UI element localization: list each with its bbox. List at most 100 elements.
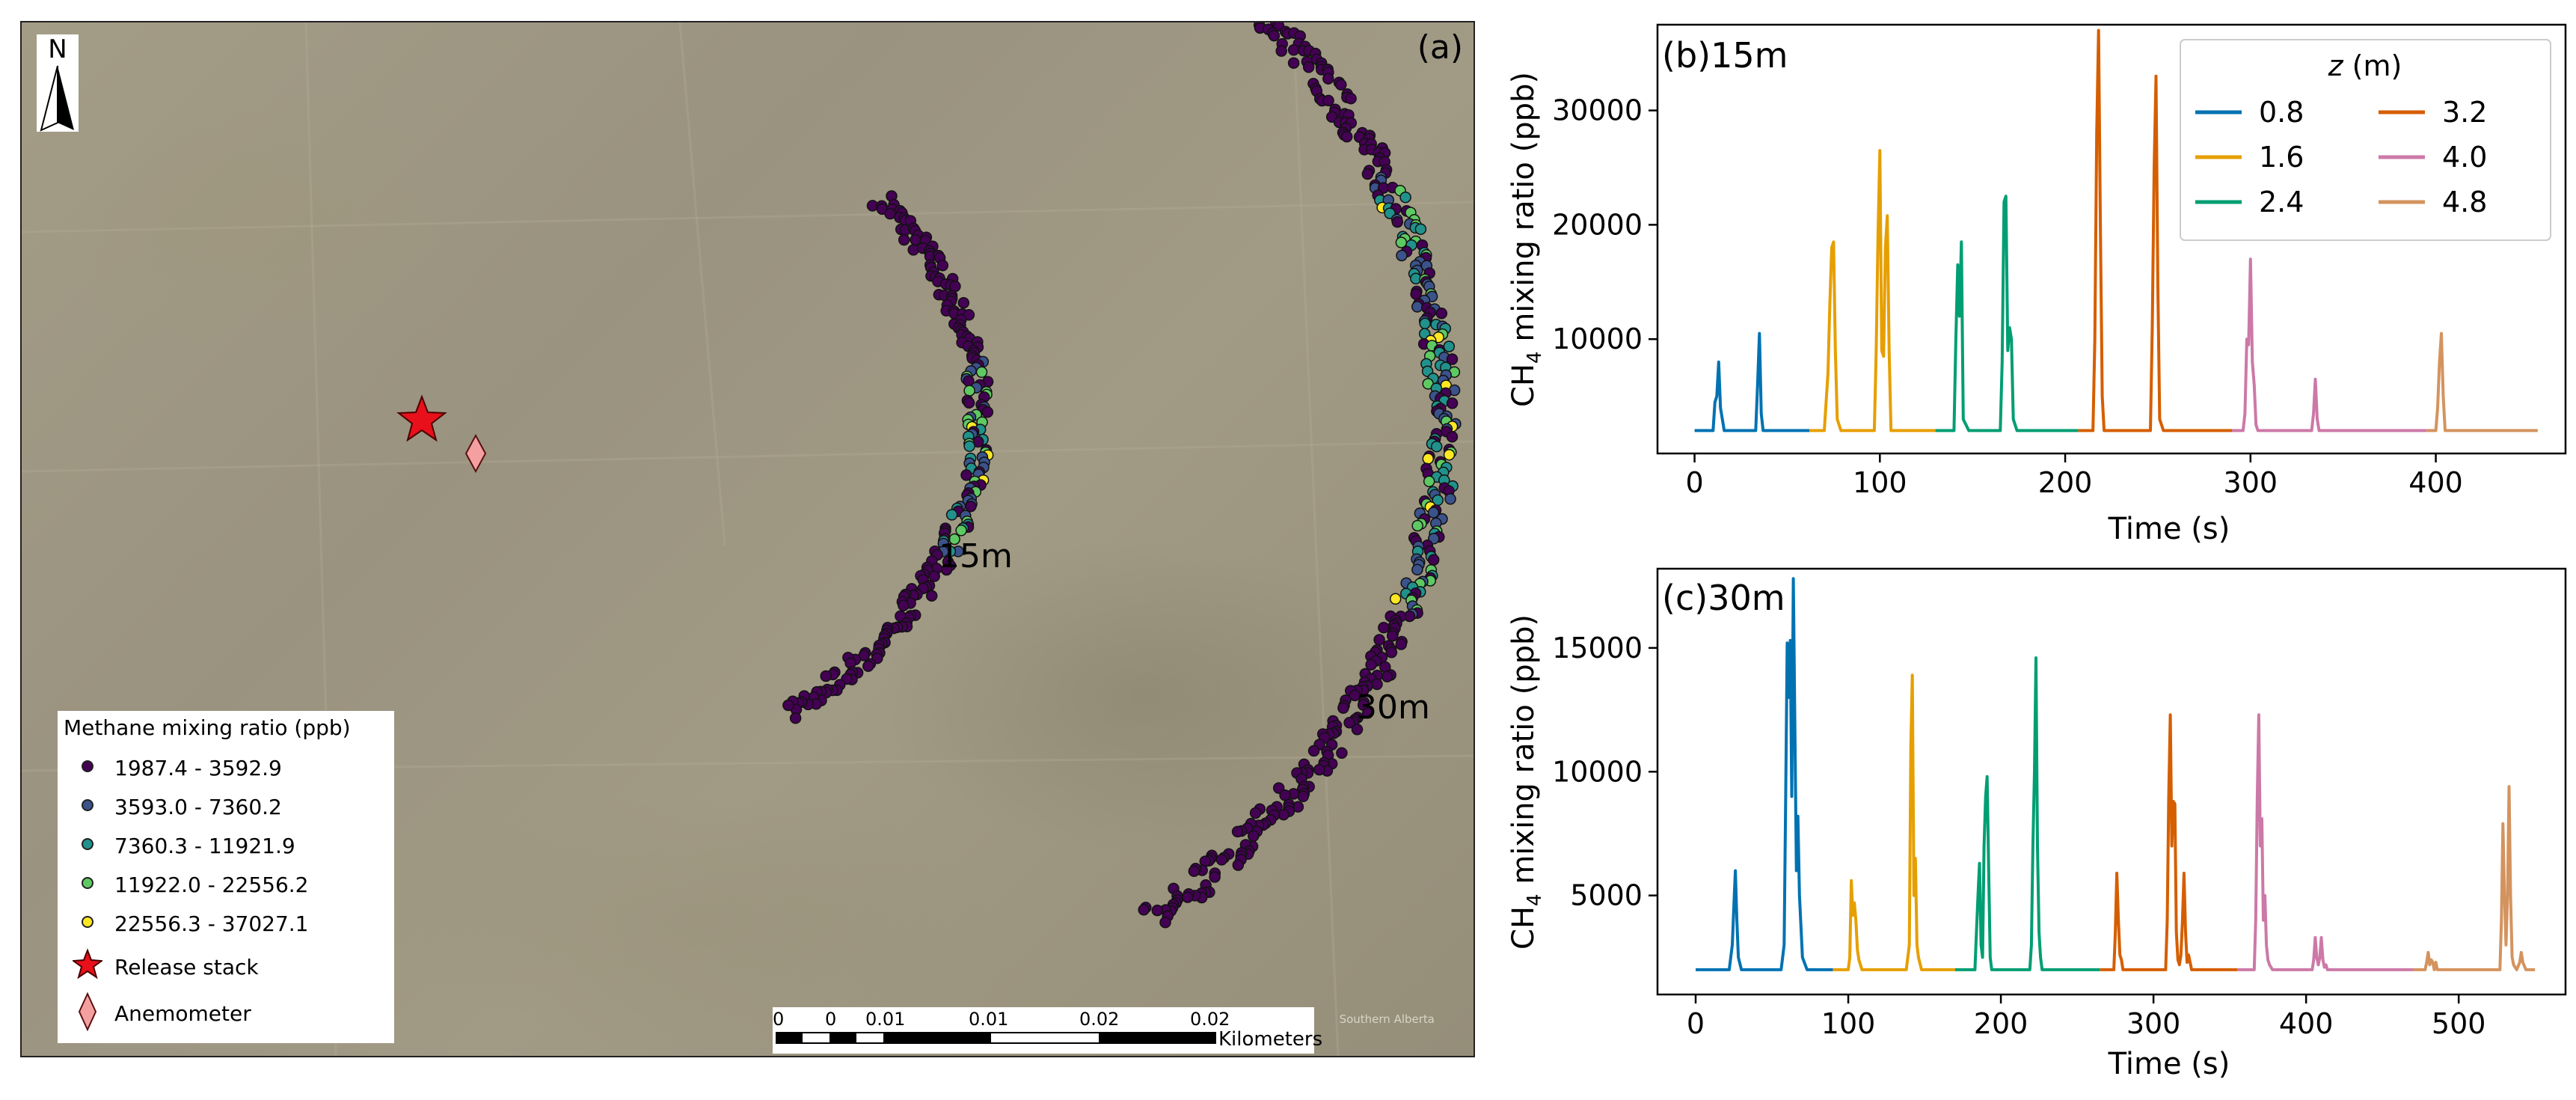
- legend-label-z-1.6: 1.6: [2259, 141, 2304, 174]
- scatter-point: [1427, 507, 1440, 519]
- scale-bar-graphic: [776, 1032, 1216, 1044]
- scatter-point: [1307, 745, 1320, 757]
- chart-b-ylabel: CH4 mixing ratio (ppb): [1506, 72, 1546, 407]
- x-tick-label: 100: [1853, 466, 1907, 499]
- series-line-z-4.8: [2413, 785, 2536, 971]
- series-line-z-0.8: [1694, 331, 1810, 433]
- scale-tick-2: 0: [825, 1009, 837, 1030]
- x-tick-label: 400: [2408, 466, 2463, 499]
- legend-label-z-2.4: 2.4: [2259, 186, 2304, 219]
- scatter-point: [1411, 301, 1423, 313]
- scatter-point: [1419, 317, 1431, 330]
- scatter-point: [965, 500, 977, 513]
- scatter-point: [945, 509, 958, 521]
- scatter-point: [1411, 563, 1423, 576]
- y-tick-label: 15000: [1552, 632, 1643, 664]
- series-line-z-4.0: [2232, 257, 2427, 433]
- north-label: N: [48, 34, 67, 64]
- scatter-point: [1435, 308, 1448, 320]
- scatter-point: [820, 670, 832, 682]
- star-icon: [73, 948, 102, 980]
- scatter-point: [1446, 353, 1459, 365]
- scatter-point: [1215, 854, 1228, 866]
- scatter-point: [1272, 782, 1285, 794]
- series-line-z-2.4: [1954, 656, 2100, 971]
- scale-tick-5: 0.02: [1079, 1009, 1120, 1030]
- scatter-point: [925, 590, 938, 602]
- series-line-z-1.6: [1809, 149, 1936, 433]
- legend-dot-3: [82, 838, 93, 850]
- chart-b-axis-ticks: 0 100 200 300 400 10000 20000 30000: [1552, 94, 2463, 499]
- scatter-point: [1411, 519, 1423, 532]
- chart-c-xlabel: Time (s): [2108, 1047, 2230, 1081]
- scatter-point: [1443, 340, 1456, 352]
- release-stack-marker: [396, 394, 447, 442]
- scatter-point: [957, 296, 970, 309]
- legend-class-3: 7360.3 - 11921.9: [58, 825, 394, 864]
- legend-title: Methane mixing ratio (ppb): [64, 715, 351, 740]
- legend-label-z-4.0: 4.0: [2442, 141, 2487, 174]
- series-line-z-2.4: [1935, 195, 2079, 433]
- scatter-point: [884, 207, 896, 220]
- scatter-point: [1365, 659, 1377, 671]
- scatter-point: [1337, 702, 1349, 714]
- scatter-point: [1396, 249, 1408, 262]
- scatter-point: [963, 397, 975, 409]
- methane-scatter-points: [782, 22, 1462, 929]
- scatter-point: [1188, 865, 1200, 877]
- map-panel: N (a) 15m 30m Methane mixing ratio (ppb)…: [20, 21, 1475, 1057]
- scatter-point: [1385, 647, 1398, 659]
- scatter-point: [1287, 57, 1300, 69]
- scatter-point: [1361, 707, 1374, 719]
- scatter-point: [1231, 825, 1244, 838]
- scatter-point: [1423, 475, 1435, 488]
- panel-a-label: (a): [1417, 28, 1463, 67]
- series-line-z-4.0: [2237, 713, 2413, 971]
- x-tick-label: 200: [1974, 1007, 2028, 1040]
- y-tick-label: 30000: [1552, 94, 1643, 127]
- series-line-z-0.8: [1696, 577, 1833, 971]
- x-tick-label: 300: [2224, 466, 2278, 499]
- legend-label-z-4.8: 4.8: [2442, 186, 2487, 219]
- scatter-point: [981, 406, 994, 418]
- scatter-point: [1302, 61, 1315, 73]
- legend-anemometer-text: Anemometer: [114, 1001, 251, 1026]
- chart-c-series-lines: [1696, 577, 2536, 971]
- scale-bar: 0 0 0.01 0.01 0.02 0.02 Kilometers: [773, 1007, 1322, 1054]
- scatter-point: [1336, 747, 1348, 760]
- ring-30m-label: 30m: [1356, 688, 1430, 727]
- scatter-point: [1248, 830, 1260, 843]
- scatter-point: [1427, 554, 1440, 566]
- legend-class-3-text: 7360.3 - 11921.9: [114, 834, 295, 858]
- legend-dot-1: [82, 760, 93, 772]
- scatter-point: [1232, 859, 1245, 871]
- scatter-point: [907, 244, 919, 256]
- chart-b-legend: z (m) 0.8 1.6 2.4 3.2 4.0 4.8: [2180, 39, 2551, 241]
- scatter-point: [1446, 430, 1459, 443]
- scatter-point: [1345, 92, 1357, 105]
- x-tick-label: 100: [1821, 1007, 1876, 1040]
- chart-c-frame: [1656, 567, 2567, 996]
- scatter-point: [1414, 223, 1427, 235]
- x-tick-label: 0: [1687, 1007, 1705, 1040]
- scatter-point: [1249, 807, 1262, 819]
- scatter-point: [1430, 440, 1443, 453]
- x-tick-label: 300: [2126, 1007, 2181, 1040]
- chart-b-label: (b)15m: [1662, 35, 1788, 76]
- scatter-point: [1386, 630, 1399, 642]
- scatter-point: [1151, 904, 1164, 917]
- scatter-point: [1297, 790, 1309, 803]
- scale-units: Kilometers: [1218, 1028, 1323, 1051]
- legend-label-z-0.8: 0.8: [2259, 96, 2304, 129]
- chart-b-15m: 0 100 200 300 400 10000 20000 30000 (b)15m Time…: [1506, 23, 2567, 546]
- scatter-point: [1389, 593, 1402, 605]
- scatter-point: [1378, 621, 1390, 634]
- chart-c-axis-ticks: 0 100 200 300 400 500 5000 10000 15000: [1552, 632, 2485, 1040]
- scatter-point: [1373, 634, 1385, 646]
- scatter-point: [960, 469, 972, 481]
- scatter-point: [1159, 916, 1171, 929]
- scatter-point: [1381, 670, 1393, 682]
- scatter-point: [1313, 763, 1325, 776]
- scatter-point: [955, 525, 967, 537]
- x-tick-label: 500: [2432, 1007, 2486, 1040]
